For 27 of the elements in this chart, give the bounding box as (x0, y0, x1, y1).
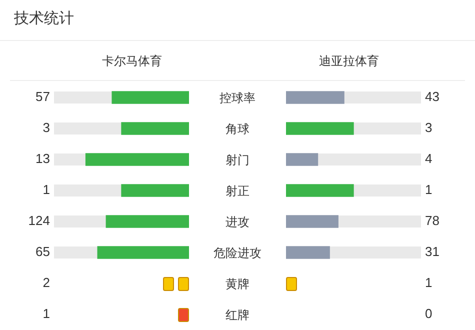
data-label: 2 (42, 275, 50, 290)
category-label: 控球率 (218, 90, 256, 106)
data-label: 78 (425, 213, 440, 228)
category-label: 红牌 (224, 306, 250, 322)
data-label: 57 (36, 89, 50, 104)
text: 迪亚拉体育 (319, 53, 379, 70)
category-label: 射门 (224, 152, 250, 168)
data-label: 1 (42, 306, 50, 322)
data-label: 4 (425, 151, 432, 166)
text: 卡尔马体育 (102, 53, 162, 70)
data-label: 124 (28, 213, 50, 228)
data-label: 3 (425, 120, 432, 136)
category-label: 射正 (224, 182, 250, 198)
category-label: 进攻 (224, 214, 250, 230)
data-label: 43 (425, 89, 440, 104)
data-label: 65 (36, 244, 50, 260)
data-label: 3 (42, 120, 50, 136)
category-label: 黄牌 (224, 276, 250, 292)
data-label: 1 (425, 182, 432, 198)
data-label: 1 (425, 275, 432, 290)
text: 技术统计 (14, 9, 74, 28)
data-label: 13 (36, 151, 50, 166)
category-label: 角球 (224, 120, 250, 136)
category-label: 危险进攻 (212, 244, 262, 260)
data-label: 31 (425, 244, 440, 260)
data-label: 1 (42, 182, 50, 198)
data-label: 0 (425, 306, 432, 322)
